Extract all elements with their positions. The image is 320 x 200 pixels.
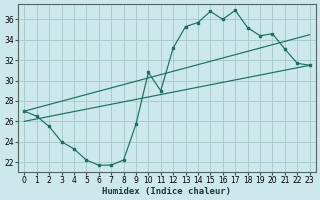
X-axis label: Humidex (Indice chaleur): Humidex (Indice chaleur)	[102, 187, 231, 196]
